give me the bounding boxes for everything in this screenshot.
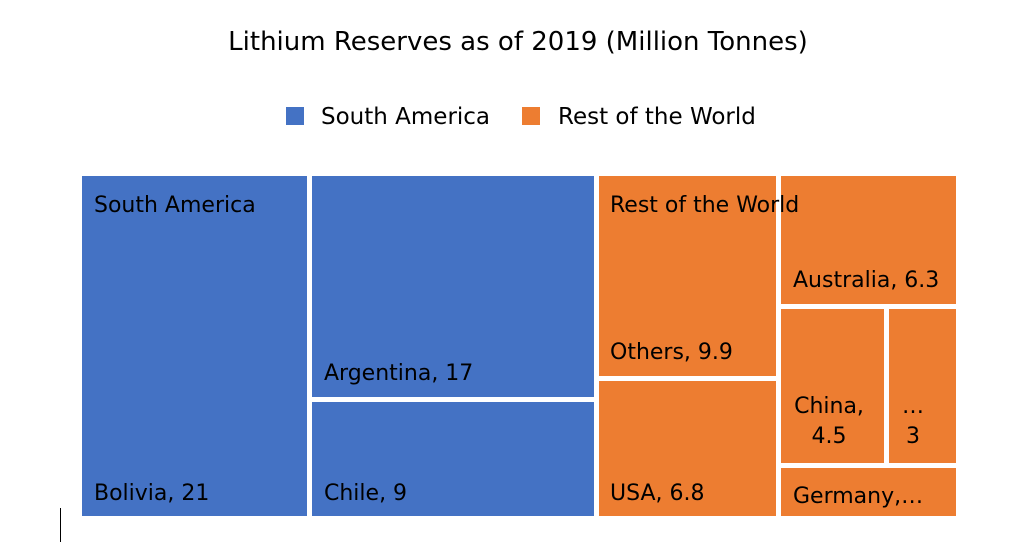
tile-chile xyxy=(312,402,594,516)
tile-others xyxy=(599,176,776,376)
text-cursor xyxy=(60,508,61,542)
tile-australia xyxy=(781,176,956,304)
tile-australia-label: Australia, 6.3 xyxy=(793,268,939,293)
group-label-rest-of-world: Rest of the World xyxy=(610,193,799,218)
legend: South America Rest of the World xyxy=(286,104,756,130)
chart-title: Lithium Reserves as of 2019 (Million Ton… xyxy=(228,27,808,57)
legend-label-south-america: South America xyxy=(321,104,490,130)
tile-chile-label: Chile, 9 xyxy=(324,481,407,506)
legend-swatch-rest-of-world xyxy=(522,107,540,125)
tile-germany-label: Germany,… xyxy=(793,484,923,509)
tile-other-3-label: … 3 xyxy=(902,394,924,449)
treemap-tiles: Bolivia, 21 Argentina, 17 Chile, 9 Others, … xyxy=(82,176,956,516)
legend-label-rest-of-world: Rest of the World xyxy=(558,104,756,130)
tile-usa-label: USA, 6.8 xyxy=(610,481,705,506)
tile-others-label: Others, 9.9 xyxy=(610,340,733,365)
legend-swatch-south-america xyxy=(286,107,304,125)
tile-bolivia-label: Bolivia, 21 xyxy=(94,481,209,506)
group-label-south-america: South America xyxy=(94,193,256,218)
tile-china-label: China, 4.5 xyxy=(794,394,864,449)
tile-usa xyxy=(599,381,776,516)
tile-bolivia xyxy=(82,176,307,516)
tile-argentina xyxy=(312,176,594,397)
tile-china xyxy=(781,309,884,463)
tile-germany xyxy=(781,468,956,516)
tile-argentina-label: Argentina, 17 xyxy=(324,361,473,386)
tile-other-3 xyxy=(889,309,956,463)
